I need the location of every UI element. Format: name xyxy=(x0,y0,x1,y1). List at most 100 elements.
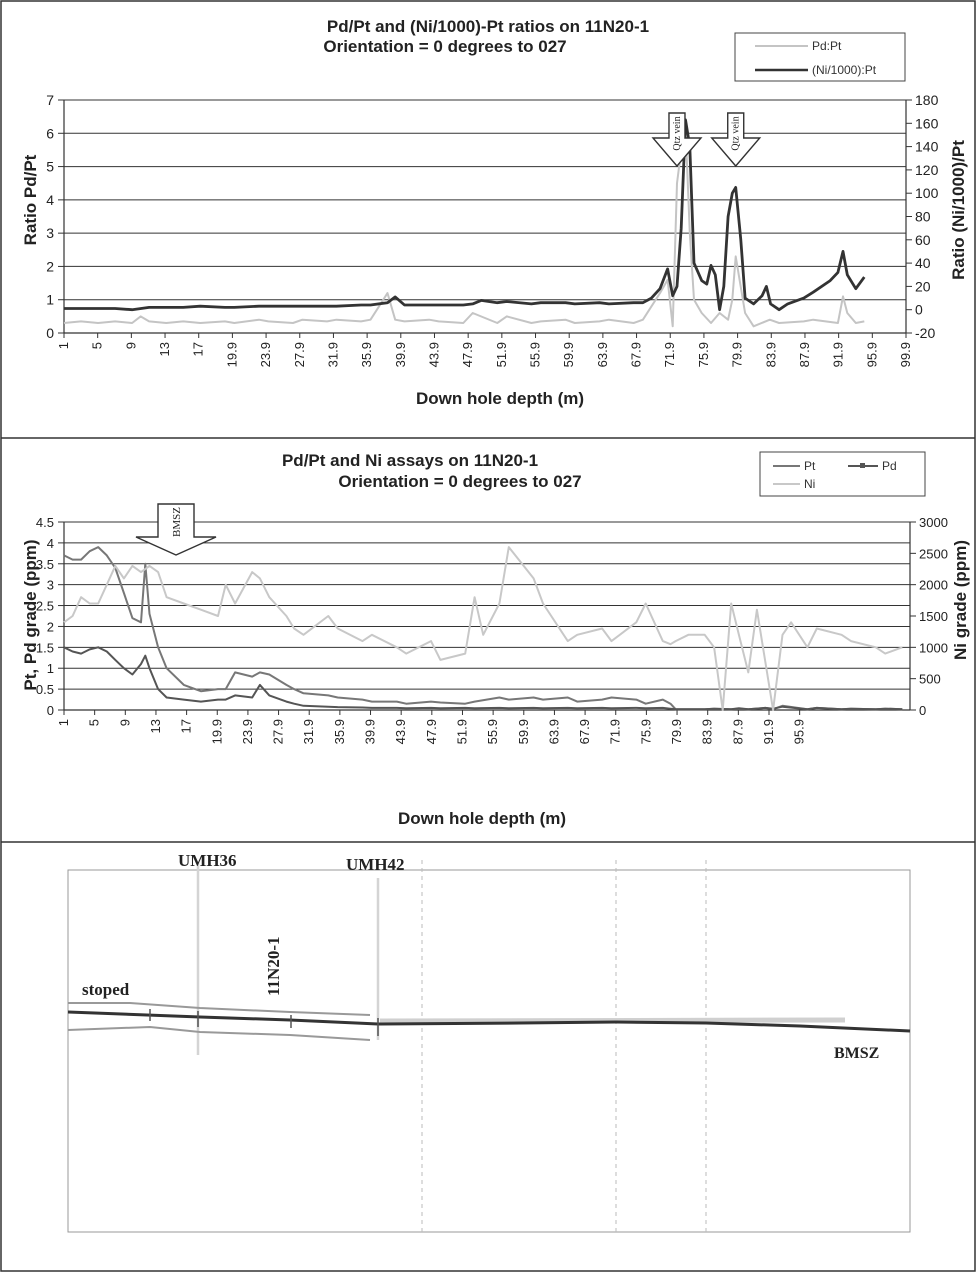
chart1-xtick-label: 19.9 xyxy=(224,342,239,367)
chart1-y2tick-label: 40 xyxy=(915,255,931,271)
label-stoped: stoped xyxy=(82,980,130,999)
chart2-series-pd xyxy=(63,646,903,711)
chart1-ytick-label: 5 xyxy=(46,159,54,175)
chart1-y2tick-label: 160 xyxy=(915,115,939,131)
chart1-ylabel: Ratio Pd/Pt xyxy=(21,154,40,245)
qtz-vein-arrow-2-label: Qtz vein xyxy=(731,116,742,150)
chart2-xtick-label: 63.9 xyxy=(546,719,561,744)
chart1-series--ni-1000-pt xyxy=(64,118,866,312)
chart1-y2tick-label: 100 xyxy=(915,185,939,201)
chart1-xtick-label: 27.9 xyxy=(292,342,307,367)
chart1-ytick-label: 7 xyxy=(46,92,54,108)
chart1-xtick-label: 79.9 xyxy=(730,342,745,367)
chart2-legend: Pt Pd Ni xyxy=(759,451,926,497)
chart2-ytick-label: 3 xyxy=(47,578,54,593)
chart2-y2tick-label: 1000 xyxy=(919,640,948,655)
section-frame xyxy=(67,869,911,1233)
chart1-y2tick-label: 120 xyxy=(915,162,939,178)
chart1-y2tick-label: 80 xyxy=(915,209,931,225)
chart1-xtick-label: 31.9 xyxy=(325,342,340,367)
chart2-xtick-label: 31.9 xyxy=(301,719,316,744)
chart2-xtick-label: 55.9 xyxy=(485,719,500,744)
qtz-vein-arrow-1-label: Qtz vein xyxy=(672,116,683,150)
label-hole-11n20-1: 11N20-1 xyxy=(264,937,283,997)
chart2-ytick-label: 0 xyxy=(47,703,54,718)
chart1-xtick-label: 23.9 xyxy=(258,342,273,367)
chart1-ytick-label: 3 xyxy=(46,225,54,241)
legend-label-pt: Pt xyxy=(804,459,816,473)
chart2-xtick-label: 87.9 xyxy=(730,719,745,744)
chart2-ytick-label: 4 xyxy=(47,536,54,551)
chart2-xtick-label: 67.9 xyxy=(577,719,592,744)
chart1-xtick-label: 63.9 xyxy=(595,342,610,367)
chart1-xtick-label: 35.9 xyxy=(359,342,374,367)
chart1-xlabel: Down hole depth (m) xyxy=(416,389,584,408)
chart2-xtick-label: 1 xyxy=(56,719,71,726)
qtz-vein-arrow-1 xyxy=(651,112,703,168)
chart2-xtick-label: 9 xyxy=(117,719,132,726)
ore-band xyxy=(379,1017,846,1024)
chart2-ytick-label: 4.5 xyxy=(36,515,54,530)
chart1-xtick-label: 59.9 xyxy=(561,342,576,367)
chart2-xtick-label: 83.9 xyxy=(700,719,715,744)
chart2-xtick-label: 71.9 xyxy=(608,719,623,744)
chart1-xtick-label: 95.9 xyxy=(864,342,879,367)
chart1-xtick-label: 39.9 xyxy=(393,342,408,367)
chart1-xtick-label: 13 xyxy=(157,342,172,356)
chart2-y2tick-label: 0 xyxy=(919,703,926,718)
chart1-y2tick-label: 60 xyxy=(915,232,931,248)
chart1-subtitle: Orientation = 0 degrees to 027 xyxy=(323,37,566,56)
chart1-xtick-label: 83.9 xyxy=(763,342,778,367)
chart2-xtick-label: 95.9 xyxy=(792,719,807,744)
chart2-xtick-label: 13 xyxy=(148,719,163,733)
chart1-ytick-label: 0 xyxy=(46,325,54,341)
chart2-ytick-label: 2 xyxy=(47,619,54,634)
chart1-xtick-label: 5 xyxy=(90,342,105,349)
chart2-ytick-label: 1 xyxy=(47,661,54,676)
chart2-xtick-label: 27.9 xyxy=(271,719,286,744)
chart2-y2tick-label: 500 xyxy=(919,672,941,687)
legend-label-pd: Pd xyxy=(882,459,897,473)
chart2-xlabel: Down hole depth (m) xyxy=(398,809,566,828)
chart2-xtick-label: 91.9 xyxy=(761,719,776,744)
chart1-ytick-label: 6 xyxy=(46,125,54,141)
chart2-xtick-label: 19.9 xyxy=(209,719,224,744)
panel-section-diagram: UMH36 UMH42 11N20-1 stoped BMSZ xyxy=(67,851,911,1233)
chart1-xtick-label: 55.9 xyxy=(528,342,543,367)
bmsz-shear-zone-line xyxy=(67,1010,911,1033)
chart1-y2tick-label: -20 xyxy=(915,325,935,341)
legend-label-pdpt: Pd:Pt xyxy=(812,39,842,53)
chart2-subtitle: Orientation = 0 degrees to 027 xyxy=(338,472,581,491)
label-bmsz: BMSZ xyxy=(834,1045,879,1062)
bmsz-arrow xyxy=(135,503,217,556)
chart2-xtick-label: 59.9 xyxy=(516,719,531,744)
chart2-ylabel: Pt, Pd grade (ppm) xyxy=(21,539,40,690)
chart1-xtick-label: 87.9 xyxy=(797,342,812,367)
panel-ratio-chart: Pd/Pt and (Ni/1000)-Pt ratios on 11N20-1… xyxy=(21,17,968,408)
panel-assay-chart: Pd/Pt and Ni assays on 11N20-1 Orientati… xyxy=(21,451,970,828)
chart1-xtick-label: 67.9 xyxy=(629,342,644,367)
chart2-xtick-label: 43.9 xyxy=(393,719,408,744)
chart1-ytick-label: 2 xyxy=(46,258,54,274)
chart1-xtick-label: 75.9 xyxy=(696,342,711,367)
chart1-y2tick-label: 180 xyxy=(915,92,939,108)
stoped-upper-outline xyxy=(68,1002,371,1016)
chart2-ytick-label: 0.5 xyxy=(36,682,54,697)
chart2-legend-box xyxy=(759,451,926,497)
label-umh36: UMH36 xyxy=(178,851,237,870)
chart2-ytick-label: 1.5 xyxy=(36,640,54,655)
bmsz-arrow-label: BMSZ xyxy=(171,507,183,537)
chart1-xtick-label: 71.9 xyxy=(662,342,677,367)
chart2-y2tick-label: 3000 xyxy=(919,515,948,530)
chart2-xtick-label: 5 xyxy=(87,719,102,726)
chart2-series-ni xyxy=(63,546,903,711)
chart1-legend-box xyxy=(734,32,906,82)
chart1-title: Pd/Pt and (Ni/1000)-Pt ratios on 11N20-1 xyxy=(327,17,649,36)
chart1-xtick-label: 1 xyxy=(56,342,71,349)
chart2-xtick-label: 17 xyxy=(179,719,194,733)
legend-label-ni: Ni xyxy=(804,477,815,491)
chart1-xtick-label: 9 xyxy=(123,342,138,349)
chart1-ytick-label: 1 xyxy=(46,292,54,308)
